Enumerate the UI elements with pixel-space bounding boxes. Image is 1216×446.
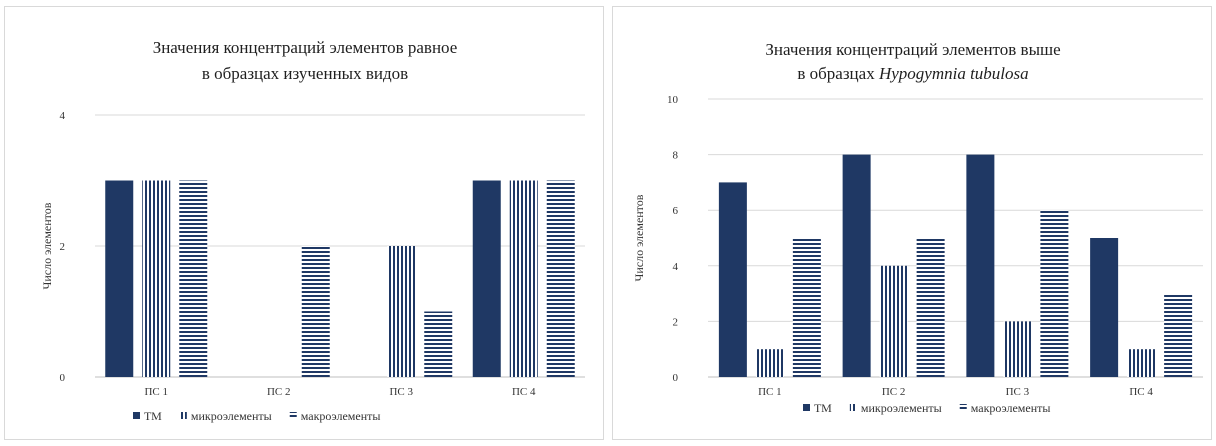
- x-tick-label: ПС 2: [267, 386, 291, 398]
- legend-swatch: [289, 412, 297, 419]
- bar-horizontal: [792, 238, 821, 377]
- chart-panel-left: Значения концентраций элементов равное в …: [4, 6, 604, 440]
- x-tick-label: ПС 3: [389, 386, 413, 398]
- bar-horizontal: [546, 180, 575, 377]
- bar-solid: [472, 180, 501, 377]
- legend-label: макроэлементы: [301, 409, 381, 423]
- y-tick-label: 2: [673, 316, 679, 328]
- y-axis-label: Число элементов: [632, 194, 646, 281]
- y-tick-label: 10: [667, 94, 679, 106]
- bar-horizontal: [179, 180, 208, 377]
- y-tick-label: 8: [673, 150, 679, 162]
- bar-vertical: [1127, 349, 1156, 377]
- x-tick-label: ПС 3: [1006, 386, 1030, 398]
- bar-horizontal: [1040, 210, 1069, 377]
- chart-panel-right: Значения концентраций элементов выше в об…: [612, 6, 1212, 440]
- chart-title-line2: в образцах изученных видов: [202, 64, 408, 83]
- x-tick-label: ПС 2: [882, 386, 906, 398]
- y-axis-label: Число элементов: [40, 202, 54, 289]
- chart-title-line1: Значения концентраций элементов равное: [153, 38, 458, 57]
- bar-horizontal: [1164, 293, 1193, 377]
- bar-vertical: [387, 246, 416, 377]
- y-tick-label: 0: [673, 372, 679, 384]
- legend-swatch: [179, 412, 187, 419]
- bar-horizontal: [916, 238, 945, 377]
- x-tick-label: ПС 1: [144, 386, 168, 398]
- x-tick-label: ПС 4: [512, 386, 536, 398]
- legend-label: ТМ: [144, 409, 162, 423]
- chart-title-line2: в образцах Hypogymnia tubulosa: [797, 64, 1028, 83]
- bar-vertical: [509, 180, 538, 377]
- bar-vertical: [755, 349, 784, 377]
- bar-vertical: [879, 265, 908, 377]
- legend-label: макроэлементы: [971, 401, 1051, 415]
- bar-solid: [718, 182, 747, 377]
- bar-solid: [842, 154, 871, 377]
- legend-swatch: [959, 404, 967, 411]
- bar-solid: [966, 154, 995, 377]
- bar-horizontal: [424, 311, 453, 377]
- bar-solid: [1090, 238, 1119, 377]
- y-tick-label: 2: [60, 241, 66, 253]
- x-tick-label: ПС 4: [1129, 386, 1153, 398]
- chart-title-line1: Значения концентраций элементов выше: [765, 40, 1060, 59]
- bar-vertical: [1003, 321, 1032, 377]
- y-tick-label: 6: [673, 205, 679, 217]
- legend-swatch: [803, 404, 810, 411]
- chart-left: Значения концентраций элементов равное в …: [40, 38, 585, 423]
- y-tick-label: 0: [60, 372, 66, 384]
- y-tick-label: 4: [60, 110, 66, 122]
- x-tick-label: ПС 1: [758, 386, 782, 398]
- chart-right: Значения концентраций элементов выше в об…: [632, 40, 1203, 415]
- bar-horizontal: [301, 246, 330, 377]
- legend-label: микроэлементы: [191, 409, 272, 423]
- legend-swatch: [849, 404, 857, 411]
- bar-vertical: [142, 180, 171, 377]
- legend-swatch: [133, 412, 140, 419]
- legend-label: ТМ: [814, 401, 832, 415]
- y-tick-label: 4: [673, 261, 679, 273]
- legend-label: микроэлементы: [861, 401, 942, 415]
- bar-solid: [105, 180, 134, 377]
